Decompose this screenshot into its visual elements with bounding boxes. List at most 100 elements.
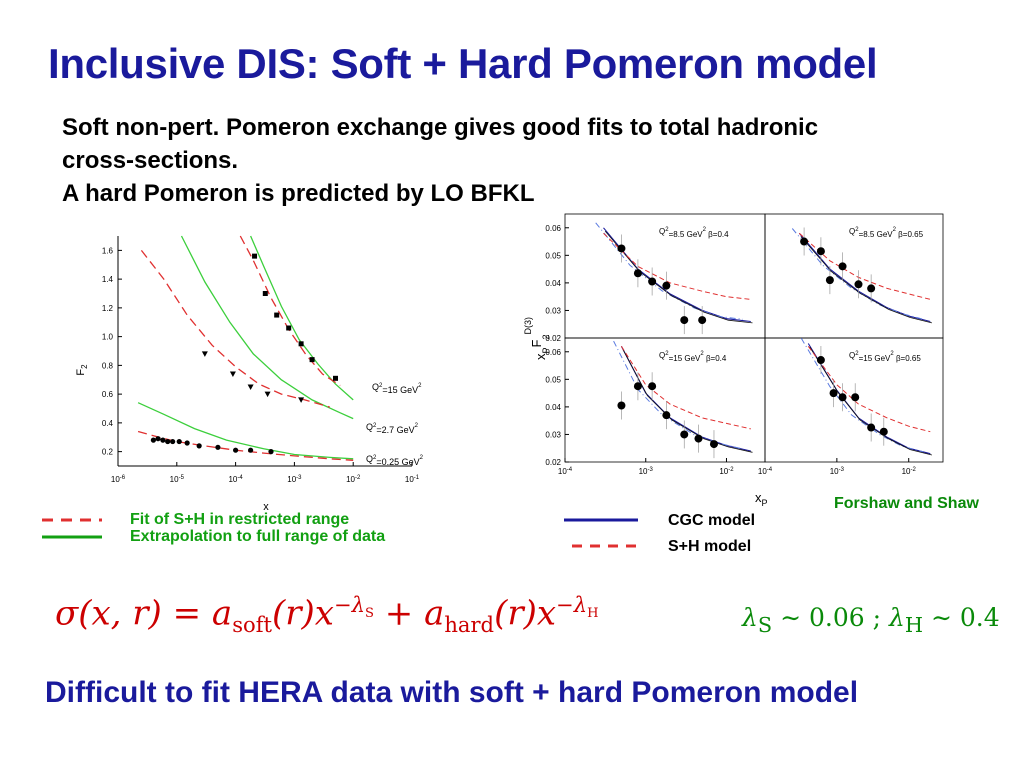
y-tick-label: 0.03 bbox=[545, 430, 561, 439]
data-point-circle bbox=[268, 449, 274, 455]
y-tick-label: 0.2 bbox=[102, 448, 114, 457]
data-point bbox=[662, 281, 671, 290]
y-tick-label: 0.6 bbox=[102, 390, 114, 399]
sh-curve bbox=[620, 346, 751, 430]
formula-exp-soft-sub: S bbox=[364, 606, 374, 622]
y-axis-label: xPF2D(3) bbox=[523, 317, 551, 360]
lambda-s-sub: S bbox=[757, 613, 773, 637]
extrapolation-curve bbox=[180, 235, 354, 420]
formula-hard-sub: hard bbox=[444, 612, 495, 638]
x-tick-label: 10-4 bbox=[758, 467, 773, 476]
y-tick-label: 0.05 bbox=[545, 375, 561, 384]
lambda-h-value: ∼ 0.4 bbox=[930, 603, 1000, 632]
cross-section-formula: σ(x, r) = asoft(r)x−λS + ahard(r)x−λH bbox=[55, 592, 598, 637]
data-point bbox=[694, 434, 703, 443]
lambda-s-value: ∼ 0.06 ; bbox=[780, 603, 882, 632]
formula-r-hard: (r) bbox=[494, 593, 537, 634]
panel-label: Q2=8.5 GeV2 β=0.65 bbox=[849, 227, 924, 239]
formula-exp-hard-text: −λ bbox=[556, 592, 588, 617]
x-tick-label: 10-3 bbox=[287, 475, 302, 484]
data-point-circle bbox=[155, 436, 161, 442]
intro-line-1: Soft non-pert. Pomeron exchange gives go… bbox=[62, 114, 819, 141]
data-point bbox=[680, 316, 689, 325]
data-point-circle bbox=[196, 443, 202, 449]
x-tick-label: 10-1 bbox=[405, 475, 420, 484]
y-tick-label: 1.6 bbox=[102, 246, 114, 255]
data-point bbox=[838, 262, 847, 271]
data-point bbox=[662, 411, 671, 420]
f2-plot-svg: 0.2 0.4 0.6 0.8 1.0 1.2 1.4 1.6 10-6 10-5 10-4 10-3… bbox=[75, 235, 424, 513]
slide-title: Inclusive DIS: Soft + Hard Pomeron model bbox=[48, 40, 878, 87]
cgc-variant-curve bbox=[791, 228, 924, 320]
y-tick-label: 0.06 bbox=[545, 348, 561, 357]
x-tick-label: 10-2 bbox=[346, 475, 361, 484]
panel-label: Q2=15 GeV2 β=0.4 bbox=[659, 351, 727, 363]
x-tick-label: 10-3 bbox=[639, 467, 654, 476]
f2-plot: 0.2 0.4 0.6 0.8 1.0 1.2 1.4 1.6 10-6 10-5 10-4 10-3… bbox=[60, 230, 460, 520]
extrapolation-curve bbox=[250, 235, 354, 401]
lambda-values: λS ∼ 0.06 ; λH ∼ 0.4 bbox=[742, 603, 1000, 637]
data-point-square bbox=[332, 375, 338, 381]
data-point-square bbox=[309, 357, 315, 363]
data-point-square bbox=[252, 253, 258, 259]
y-tick-label: 1.0 bbox=[102, 333, 114, 342]
legend-sh-label: S+H model bbox=[668, 538, 752, 555]
data-point bbox=[633, 382, 642, 391]
x-axis-label: xP bbox=[755, 490, 768, 508]
data-point bbox=[617, 401, 626, 410]
data-point bbox=[838, 393, 847, 402]
intro-text: Soft non-pert. Pomeron exchange gives go… bbox=[62, 111, 818, 210]
y-tick-label: 0.8 bbox=[102, 361, 114, 370]
sh-curve bbox=[603, 232, 751, 300]
y-axis-label: F2 bbox=[75, 364, 89, 376]
y-tick-label: 0.02 bbox=[545, 334, 561, 343]
sh-curve bbox=[798, 232, 931, 300]
cgc-variant-curve bbox=[800, 338, 924, 453]
data-point bbox=[851, 393, 860, 402]
data-point bbox=[709, 440, 718, 449]
legend-extrapolation-label: Extrapolation to full range of data bbox=[130, 528, 386, 545]
lambda-h: λ bbox=[888, 603, 905, 632]
data-point-square bbox=[262, 291, 268, 296]
lambda-s: λ bbox=[742, 603, 758, 632]
formula-exp-hard-sub: H bbox=[587, 606, 599, 622]
data-point-triangle bbox=[247, 384, 254, 390]
data-point bbox=[698, 316, 707, 325]
data-point-circle bbox=[215, 444, 221, 450]
y-tick-label: 0.03 bbox=[545, 306, 561, 315]
data-point bbox=[854, 280, 863, 289]
data-point-circle bbox=[248, 447, 254, 453]
data-point bbox=[617, 244, 626, 253]
cgc-curve bbox=[603, 227, 751, 323]
sh-curve bbox=[807, 346, 931, 433]
data-point bbox=[816, 247, 825, 256]
data-point-triangle bbox=[229, 371, 236, 377]
formula-a-soft: a bbox=[211, 593, 233, 634]
fit-curve bbox=[137, 430, 354, 461]
data-point-triangle bbox=[201, 351, 208, 357]
cgc-curve bbox=[798, 232, 931, 323]
black-curve bbox=[800, 236, 932, 324]
data-point bbox=[633, 269, 642, 278]
fit-curve bbox=[140, 250, 330, 408]
x-tick-label: 10-3 bbox=[830, 467, 845, 476]
panel-frame bbox=[764, 337, 944, 463]
y-tick-label: 0.02 bbox=[545, 458, 561, 467]
credit-text: Forshaw and Shaw bbox=[834, 495, 979, 512]
data-point-circle bbox=[165, 438, 171, 445]
data-point bbox=[879, 427, 888, 436]
black-curve bbox=[604, 230, 753, 324]
formula-exp-soft: −λS bbox=[333, 592, 374, 621]
formula-exp-soft-text: −λ bbox=[333, 592, 365, 617]
y-tick-label: 0.4 bbox=[102, 419, 114, 428]
data-point-circle bbox=[170, 438, 176, 445]
cgc-variant-curve bbox=[613, 340, 744, 450]
lambda-h-sub: H bbox=[904, 613, 924, 637]
panel-label: Q2=15 GeV2 β=0.65 bbox=[849, 351, 921, 363]
formula-a-hard: a bbox=[424, 593, 445, 634]
data-point bbox=[829, 389, 838, 398]
legend-fit-label: Fit of S+H in restricted range bbox=[130, 511, 350, 528]
data-point-triangle bbox=[264, 391, 271, 398]
formula-soft-sub: soft bbox=[232, 612, 272, 638]
intro-line-2: cross-sections. bbox=[62, 147, 239, 174]
